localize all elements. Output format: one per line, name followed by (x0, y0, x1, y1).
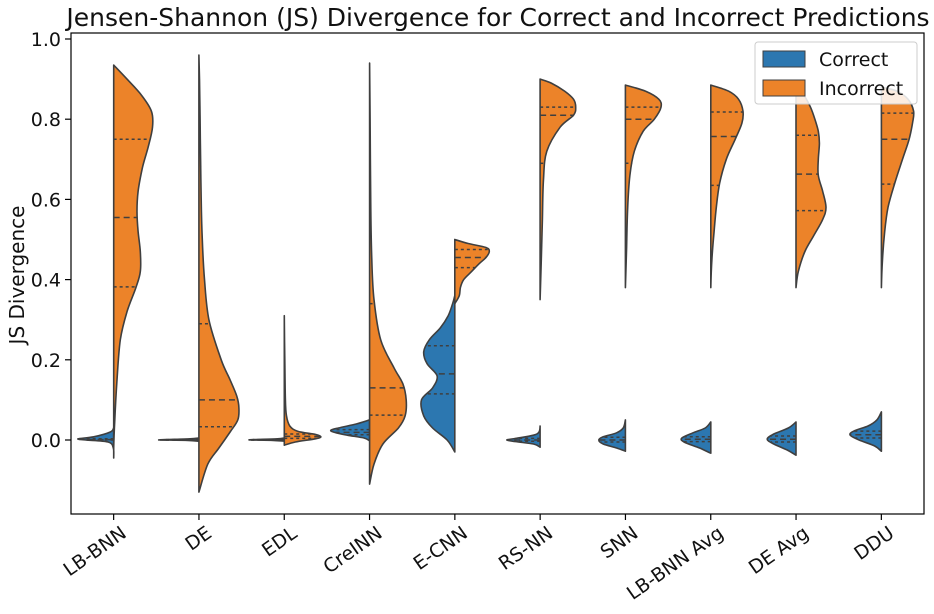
violin-incorrect-rs-nn (539, 78, 577, 301)
violin-incorrect-de (198, 54, 240, 493)
violin-correct-edl (248, 437, 286, 442)
plot-frame (70, 32, 925, 515)
y-tick-label: 0.8 (31, 109, 61, 131)
violin-correct-snn (598, 419, 627, 452)
violin-body (283, 314, 322, 446)
violin-body (198, 54, 240, 493)
violin-body (624, 84, 663, 289)
violin-incorrect-snn (624, 84, 663, 289)
violin-incorrect-e-cnn (454, 238, 491, 305)
y-tick-label: 0.2 (31, 350, 61, 372)
violin-correct-e-cnn (420, 294, 456, 453)
y-axis: 0.0 0.2 0.4 0.6 0.8 1.0 (31, 29, 71, 452)
legend-label-correct: Correct (819, 49, 888, 71)
violin-correct-de-avg (766, 421, 797, 456)
legend-label-incorrect: Incorrect (819, 78, 903, 100)
violin-correct-creinn (329, 419, 371, 442)
violin-body (454, 238, 491, 305)
violin-body (598, 419, 627, 452)
y-axis-label: JS Divergence (5, 206, 29, 347)
violin-correct-lb-bnn-avg (680, 421, 712, 454)
chart-title: Jensen-Shannon (JS) Divergence for Corre… (64, 3, 929, 32)
violin-body (112, 64, 154, 449)
y-tick-label: 0.0 (31, 430, 61, 452)
plot-area (77, 54, 915, 493)
violin-incorrect-de-avg (795, 86, 827, 289)
violin-body (795, 86, 827, 289)
y-tick-label: 0.6 (31, 189, 61, 211)
violin-body (368, 62, 408, 485)
violin-incorrect-edl (283, 314, 322, 446)
violin-body (849, 411, 883, 452)
violin-incorrect-lb-bnn-avg (710, 84, 745, 289)
y-tick-label: 0.4 (31, 270, 61, 292)
violin-incorrect-creinn (368, 62, 408, 485)
violin-body (329, 419, 371, 442)
violin-correct-de (157, 437, 200, 442)
violin-body (539, 78, 577, 301)
violin-body (680, 421, 712, 454)
legend-swatch-correct (762, 50, 806, 68)
violin-correct-rs-nn (506, 425, 541, 448)
y-tick-label: 1.0 (31, 29, 61, 51)
violin-body (420, 294, 456, 453)
violin-incorrect-lb-bnn (112, 64, 154, 449)
legend-swatch-incorrect (762, 79, 806, 97)
legend: Correct Incorrect (754, 41, 918, 105)
violin-correct-ddu (849, 411, 883, 452)
